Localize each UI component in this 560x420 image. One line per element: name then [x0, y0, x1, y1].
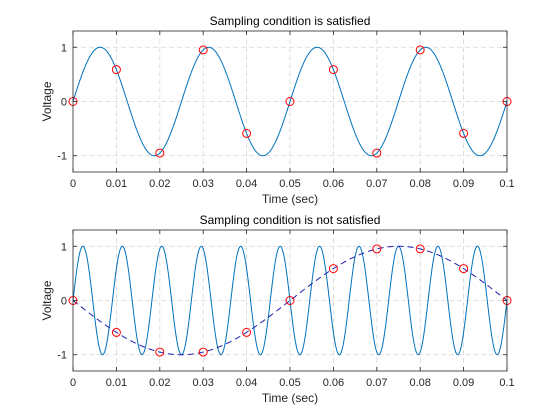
sample-point: [155, 148, 165, 158]
x-tick-label: 0.01: [106, 178, 127, 190]
x-tick-label: 0.06: [323, 377, 344, 389]
x-tick-label: 0.04: [236, 377, 257, 389]
x-tick-label: 0.05: [279, 178, 300, 190]
chart-title: Sampling condition is not satisfied: [200, 213, 381, 227]
series-line: [72, 245, 508, 356]
x-tick-label: 0.06: [323, 178, 344, 190]
sample-point: [328, 264, 338, 274]
x-tick-label: 0.01: [106, 377, 127, 389]
x-tick-label: 0: [70, 178, 76, 190]
sample-point: [459, 128, 469, 138]
y-axis-label: Voltage: [40, 280, 54, 320]
y-tick-label: 0: [61, 296, 67, 308]
sample-point: [285, 296, 295, 305]
x-axis-label: Time (sec): [262, 192, 318, 206]
x-tick-label: 0.08: [409, 377, 430, 389]
x-tick-label: 0.02: [149, 377, 170, 389]
series-line: [72, 46, 508, 157]
x-tick-label: 0.07: [366, 377, 387, 389]
y-tick-label: 0: [61, 97, 67, 109]
x-tick-label: 0.03: [192, 377, 213, 389]
sample-point: [198, 347, 208, 357]
y-tick-label: 1: [61, 241, 67, 253]
y-tick-label: 1: [61, 42, 67, 54]
sample-point: [111, 65, 121, 75]
sample-point: [415, 244, 425, 254]
x-tick-label: 0.1: [499, 178, 514, 190]
sample-point: [372, 244, 382, 254]
sample-point: [198, 45, 208, 55]
x-tick-label: 0.04: [236, 178, 257, 190]
x-tick-label: 0.09: [453, 178, 474, 190]
x-axis-label: Time (sec): [262, 391, 318, 405]
sample-point: [155, 347, 165, 357]
subplot-top: 0 0.01 0.02 0.03 0.04 0.05 0.06 0.07 0.08 0.09 0.1…: [40, 14, 515, 206]
y-axis-label: Voltage: [40, 81, 54, 121]
sample-point: [459, 264, 469, 274]
x-tick-label: 0.02: [149, 178, 170, 190]
sample-point: [242, 327, 252, 337]
sample-point: [415, 45, 425, 55]
x-tick-label: 0.07: [366, 178, 387, 190]
x-tick-label: 0.05: [279, 377, 300, 389]
sample-point: [111, 327, 121, 337]
sample-point: [372, 148, 382, 158]
sample-point: [242, 128, 252, 138]
sample-point: [285, 97, 295, 106]
x-tick-label: 0: [70, 377, 76, 389]
y-tick-label: -1: [57, 350, 67, 362]
chart-title: Sampling condition is satisfied: [210, 14, 371, 28]
subplot-bottom: 0 0.01 0.02 0.03 0.04 0.05 0.06 0.07 0.08 0.09 0.1…: [40, 213, 515, 405]
y-tick-label: -1: [57, 151, 67, 163]
x-tick-label: 0.08: [409, 178, 430, 190]
x-tick-label: 0.03: [192, 178, 213, 190]
x-tick-label: 0.1: [499, 377, 514, 389]
sample-point: [328, 65, 338, 75]
x-tick-label: 0.09: [453, 377, 474, 389]
